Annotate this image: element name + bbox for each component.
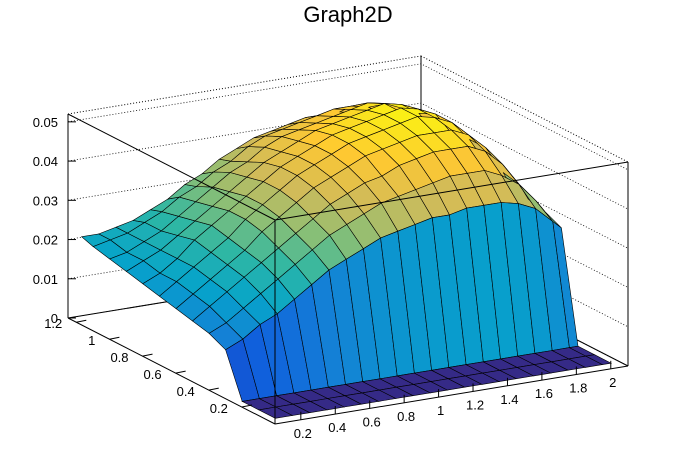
z-gridline xyxy=(67,102,629,210)
y-tick xyxy=(109,336,120,340)
x-tick-label: 1.8 xyxy=(569,380,587,395)
y-tick-label: 1.2 xyxy=(44,316,62,331)
x-tick-label: 0.6 xyxy=(363,414,381,429)
x-axis-line xyxy=(274,365,629,425)
x-tick-label: 1.6 xyxy=(535,386,553,401)
z-gridline xyxy=(67,63,629,171)
surface-cell xyxy=(584,354,613,365)
y-tick-label: 1 xyxy=(88,333,95,348)
z-tick-label: 0.01 xyxy=(33,272,58,287)
y-tick xyxy=(208,387,219,391)
x-tick-label: 1 xyxy=(437,403,444,418)
z-tick-label: 0.04 xyxy=(33,154,58,169)
y-tick xyxy=(241,404,252,408)
y-tick xyxy=(142,353,153,357)
z-tick-label: 0.02 xyxy=(33,233,58,248)
y-tick-label: 0.8 xyxy=(110,350,128,365)
surface-mesh xyxy=(80,102,613,419)
y-tick-label: 0.2 xyxy=(210,401,228,416)
chart-title: Graph2D xyxy=(303,2,393,27)
axis-ticks: 0.2 0.4 0.6 0.8 1 1.2 1.4 1.6 1.8 2 0.2 0.4 0.6 0.8 1 1… xyxy=(33,115,617,441)
y-tick-label: 0.6 xyxy=(144,367,162,382)
z-tick-label: 0 xyxy=(51,311,58,326)
front-top-edge-right xyxy=(274,161,629,221)
x-tick-label: 0.4 xyxy=(328,420,346,435)
front-top-edge-left xyxy=(67,113,276,221)
z-tick-label: 0.05 xyxy=(33,115,58,130)
y-axis-line xyxy=(67,317,276,425)
x-tick-label: 1.4 xyxy=(500,392,518,407)
y-tick-label: 0.4 xyxy=(177,384,195,399)
y-tick xyxy=(175,370,186,374)
x-tick-label: 0.2 xyxy=(294,426,312,441)
x-tick-label: 2 xyxy=(609,375,616,390)
z-tick-label: 0.03 xyxy=(33,193,58,208)
x-tick-label: 0.8 xyxy=(397,409,415,424)
axis-frame-front xyxy=(67,113,629,425)
y-tick xyxy=(76,319,87,323)
x-tick-label: 1.2 xyxy=(466,397,484,412)
